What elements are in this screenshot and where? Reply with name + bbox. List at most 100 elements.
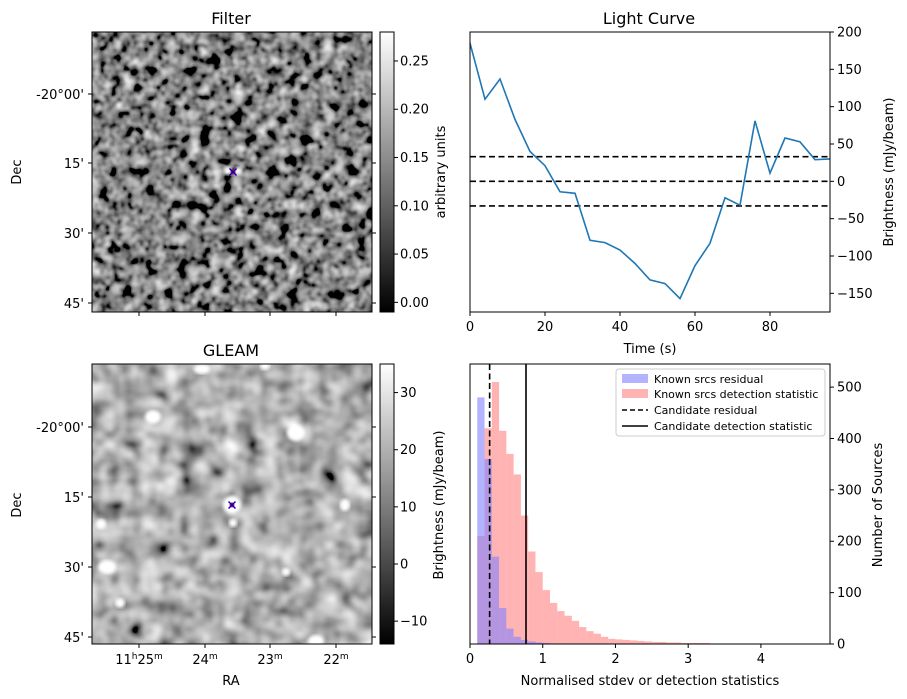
light-curve-xticks: 0 20 40 60 80 — [466, 312, 778, 335]
filter-colorbar — [380, 32, 394, 312]
gleam-xtick-label: 24m — [192, 652, 217, 668]
histogram-bar-residual — [484, 459, 492, 644]
histogram-bar-detection — [644, 641, 652, 644]
filter-colorbar-tick-label: 0.15 — [400, 151, 429, 166]
gleam-colorbar-tick-label: 10 — [400, 500, 417, 515]
filter-y-ticks: -20°00' 15' 30' 45' — [36, 88, 376, 316]
histogram-bar-detection — [586, 631, 594, 644]
histogram-bar-residual — [542, 642, 550, 644]
histogram-bar-detection — [680, 642, 689, 644]
filter-ytick-label: 30' — [64, 227, 84, 242]
filter-colorbar-tick-label: 0.10 — [400, 199, 429, 214]
histogram-bar-detection — [564, 615, 572, 644]
histogram-panel: 0 1 2 3 4 500 400 300 200 100 0 Normalised stdev … — [432, 363, 886, 689]
gleam-ytick-label: 15' — [64, 491, 84, 506]
gleam-frame — [91, 363, 373, 645]
light-curve-yticks: 200 150 100 50 0 −50 −100 −150 — [830, 26, 873, 302]
light-curve-ytick-label: 150 — [837, 63, 862, 78]
histogram-legend: Known srcs residual Known srcs detection… — [615, 368, 826, 437]
legend-label: Known srcs residual — [654, 373, 763, 386]
gleam-xtick-label: 11h25m — [115, 652, 163, 668]
filter-ylabel: Dec — [10, 159, 25, 184]
histogram-bar-detection — [695, 642, 703, 644]
gleam-xlabel: RA — [222, 674, 240, 689]
histogram-xlabel: Normalised stdev or detection statistics — [521, 674, 780, 689]
legend-label: Candidate residual — [654, 404, 757, 417]
histogram-bar-detection — [535, 572, 543, 644]
histogram-ytick-label: 400 — [837, 432, 862, 447]
filter-ytick-label: 15' — [64, 157, 84, 172]
filter-colorbar-tick-label: 0.25 — [400, 54, 429, 69]
light-curve-ytick-label: 100 — [837, 100, 862, 115]
histogram-bar-residual — [513, 636, 521, 644]
histogram-bar-detection — [513, 474, 521, 644]
light-curve-ytick-label: −100 — [837, 250, 873, 265]
histogram-bar-residual — [520, 639, 529, 644]
histogram-xticks: 0 1 2 3 4 — [466, 644, 765, 667]
legend-swatch-detection — [622, 389, 648, 398]
filter-colorbar-tick-label: 0.00 — [400, 296, 429, 311]
histogram-bar-detection — [659, 641, 667, 644]
histogram-bars — [477, 381, 769, 644]
light-curve-line — [469, 42, 831, 300]
light-curve-frame — [469, 31, 831, 313]
filter-panel: Filter -20°00' 15' 30' 45' De — [10, 9, 449, 316]
histogram-xtick-label: 4 — [757, 652, 765, 667]
light-curve-xtick-label: 0 — [466, 320, 474, 335]
gleam-colorbar-tick-label: −10 — [400, 615, 427, 630]
light-curve-title: Light Curve — [603, 9, 695, 28]
histogram-ylabel-left: Brightness (mJy/beam) — [432, 431, 447, 580]
histogram-bar-detection — [630, 640, 638, 644]
filter-colorbar-tick-label: 0.05 — [400, 248, 429, 263]
histogram-bar-detection — [571, 620, 580, 644]
histogram-bar-detection — [520, 515, 529, 644]
histogram-yticks: 500 400 300 200 100 0 — [830, 381, 862, 653]
histogram-bar-detection — [622, 639, 630, 644]
histogram-bar-detection — [579, 627, 587, 644]
light-curve-xtick-label: 40 — [612, 320, 629, 335]
filter-colorbar-label: arbitrary units — [434, 125, 449, 218]
histogram-bar-detection — [557, 611, 565, 644]
histogram-ytick-label: 200 — [837, 535, 862, 550]
light-curve-panel: Light Curve 0 20 40 60 80 200 150 100 50 0 −50 −10… — [466, 9, 897, 357]
gleam-colorbar-frame — [379, 363, 395, 645]
histogram-bar-detection — [528, 551, 536, 644]
gleam-panel: GLEAM — [10, 341, 427, 689]
light-curve-xtick-label: 20 — [537, 320, 554, 335]
light-curve-xtick-label: 80 — [762, 320, 779, 335]
gleam-ticks: -20°00' 15' 30' 45' 11h25m 24m 23m 22m — [36, 421, 376, 668]
histogram-frame — [469, 363, 831, 645]
gleam-ytick-label: 45' — [64, 631, 84, 646]
histogram-bar-detection — [600, 636, 609, 644]
filter-x-marker — [229, 168, 237, 176]
histogram-xtick-label: 2 — [611, 652, 619, 667]
filter-frame — [91, 31, 373, 313]
light-curve-ytick-label: 50 — [837, 138, 854, 153]
legend-box — [615, 368, 826, 437]
histogram-bar-detection — [651, 641, 660, 644]
filter-colorbar-ticks: 0.25 0.20 0.15 0.10 0.05 0.00 — [394, 54, 429, 311]
gleam-colorbar-tick-label: 20 — [400, 443, 417, 458]
light-curve-ytick-label: 0 — [837, 175, 845, 190]
histogram-bar-detection — [506, 453, 514, 644]
light-curve-xtick-label: 60 — [687, 320, 704, 335]
histogram-xtick-label: 1 — [539, 652, 547, 667]
histogram-bar-residual — [528, 641, 536, 644]
histogram-bar-detection — [688, 642, 696, 644]
histogram-bar-detection — [666, 642, 674, 644]
light-curve-ylabel: Brightness (mJy/beam) — [882, 98, 897, 247]
histogram-bar-detection — [593, 633, 601, 644]
light-curve-hlines — [470, 155, 830, 207]
gleam-colorbar — [380, 364, 394, 644]
histogram-bar-detection — [550, 602, 558, 644]
histogram-bar-detection — [673, 642, 681, 644]
gleam-xtick-label: 23m — [257, 652, 282, 668]
gleam-colorbar-tick-label: 30 — [400, 386, 417, 401]
legend-label: Candidate detection statistic — [654, 420, 812, 433]
light-curve-xlabel: Time (s) — [623, 342, 677, 357]
histogram-bar-residual — [491, 556, 500, 644]
legend-label: Known srcs detection statistic — [654, 388, 818, 401]
gleam-ylabel: Dec — [10, 492, 25, 517]
gleam-ytick-label: -20°00' — [36, 421, 84, 436]
